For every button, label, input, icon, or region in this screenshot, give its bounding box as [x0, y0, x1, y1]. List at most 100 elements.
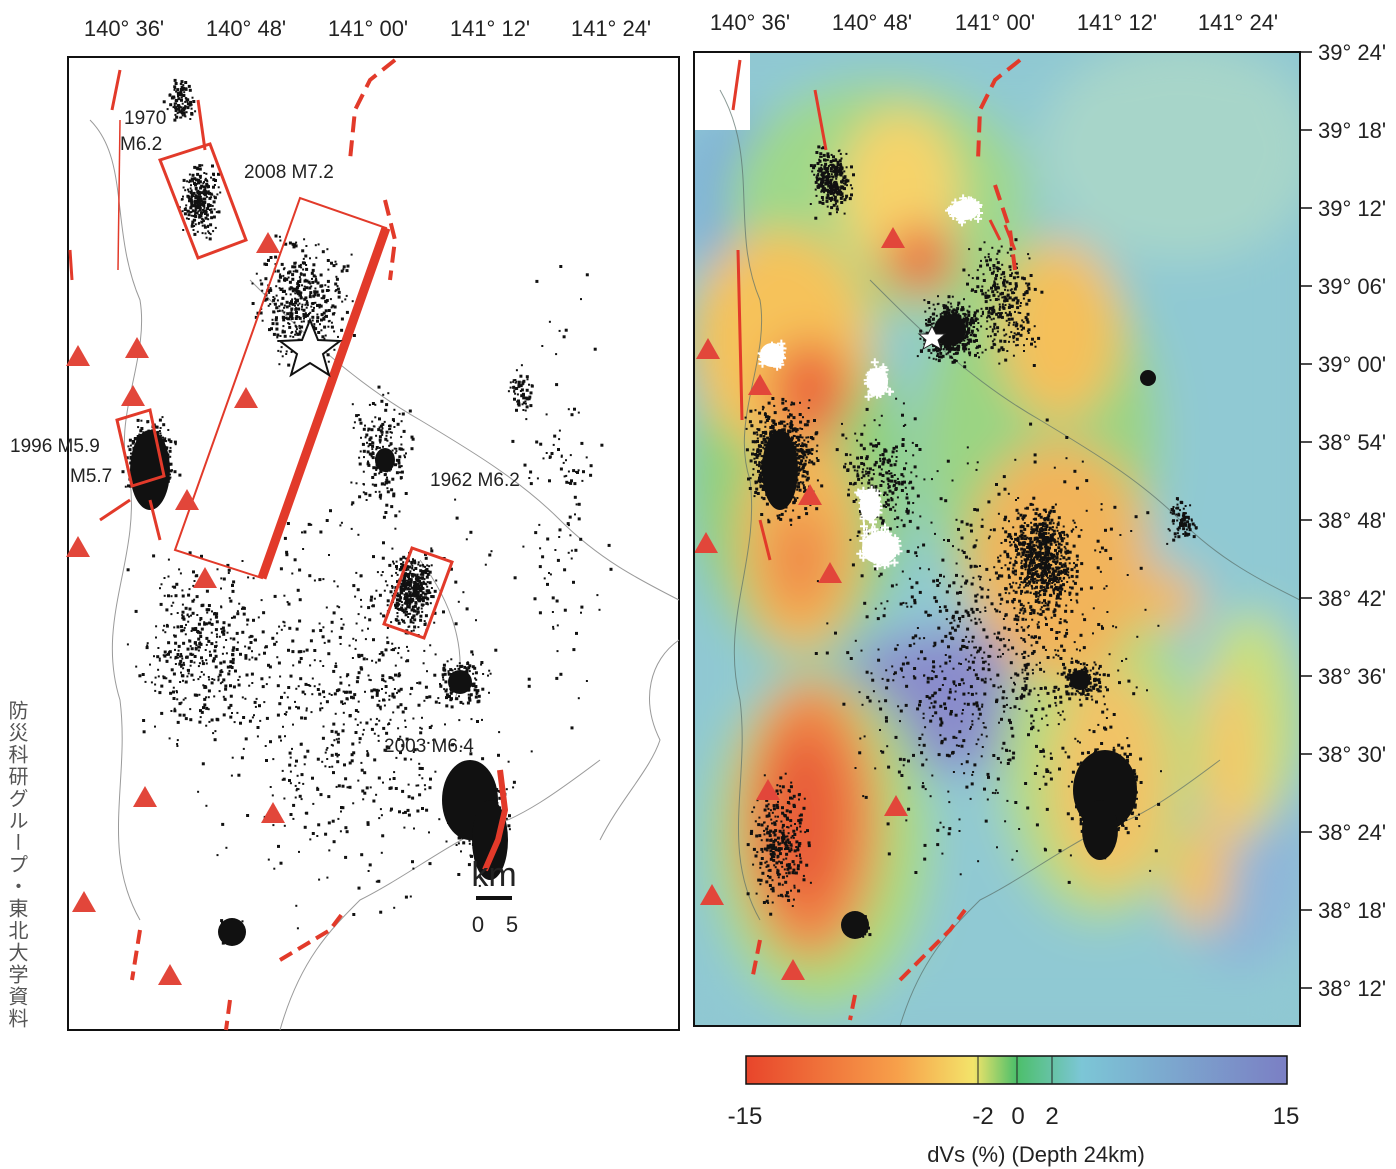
quake-dot [530, 750, 533, 753]
quake-dot [764, 421, 767, 424]
quake-dot [302, 273, 306, 277]
quake-dot [790, 420, 793, 423]
quake-dot [516, 387, 519, 390]
quake-dot [521, 392, 525, 396]
quake-dot [341, 806, 345, 810]
quake-dot [397, 737, 401, 741]
quake-dot [186, 106, 190, 110]
quake-dot [226, 563, 230, 567]
quake-dot [203, 225, 207, 229]
quake-dot [413, 827, 415, 830]
quake-dot [316, 313, 319, 316]
quake-dot [312, 325, 316, 329]
quake-dot [232, 615, 236, 619]
quake-dot [799, 427, 802, 430]
quake-dot [391, 695, 394, 698]
quake-dot [373, 758, 377, 762]
quake-dot [211, 164, 214, 168]
quake-dot [220, 919, 224, 923]
quake-dot [417, 626, 420, 629]
quake-dot [222, 577, 226, 581]
quake-dot [186, 102, 190, 106]
quake-dot [474, 671, 478, 675]
quake-dot [565, 474, 568, 477]
quake-dot [524, 409, 527, 412]
quake-dot [299, 297, 302, 300]
quake-dot [291, 572, 294, 575]
quake-dot [191, 220, 194, 223]
quake-dot [176, 625, 180, 629]
quake-dot [423, 649, 426, 652]
quake-dot [803, 453, 807, 457]
quake-dot [360, 598, 362, 601]
quake-dot [314, 244, 317, 247]
quake-dot [826, 159, 829, 162]
quake-dot [185, 111, 188, 114]
quake-dot [180, 653, 183, 655]
quake-dot [182, 641, 186, 645]
quake-dot [190, 103, 193, 106]
quake-dot [392, 777, 396, 780]
quake-dot [318, 878, 321, 881]
quake-dot [282, 725, 284, 728]
quake-dot [513, 390, 516, 393]
quake-dot [302, 313, 305, 315]
quake-dot [158, 418, 162, 422]
quake-dot [294, 330, 297, 333]
quake-dot [280, 262, 284, 266]
quake-dot [285, 277, 289, 281]
quake-dot [797, 481, 801, 485]
quake-dot [394, 673, 397, 677]
quake-dot [221, 652, 224, 655]
quake-dot [369, 718, 372, 721]
quake-dot [185, 217, 188, 220]
quake-dot [515, 408, 518, 412]
quake-dot [406, 595, 409, 598]
quake-dot [533, 597, 537, 601]
quake-dot [281, 769, 284, 772]
quake-dot [554, 549, 557, 551]
quake-dot [237, 773, 241, 777]
quake-dot [450, 705, 454, 709]
quake-dot [327, 795, 331, 799]
quake-dot [126, 643, 129, 646]
quake-dot [286, 522, 290, 525]
quake-dot [783, 407, 787, 411]
quake-dot [391, 594, 394, 597]
quake-dot [560, 455, 563, 458]
quake-dot [290, 317, 294, 320]
quake-dot [494, 648, 498, 652]
quake-dot [244, 656, 248, 660]
quake-dot [423, 784, 426, 787]
quake-dot [275, 294, 278, 297]
quake-dot [389, 442, 393, 446]
quake-dot [396, 594, 400, 598]
quake-dot [355, 680, 359, 684]
quake-dot [173, 118, 177, 122]
quake-dot [275, 327, 279, 331]
quake-dot [559, 672, 563, 676]
quake-dot [193, 182, 196, 185]
quake-dot [265, 759, 268, 762]
quake-dot [254, 638, 257, 642]
quake-dot [283, 691, 286, 694]
quake-dot [269, 256, 273, 259]
quake-dot [455, 516, 459, 520]
quake-dot [425, 583, 428, 586]
quake-dot [176, 612, 179, 614]
quake-dot [458, 662, 461, 665]
quake-dot [190, 193, 194, 197]
quake-dot [357, 414, 360, 416]
quake-dot [217, 172, 220, 176]
quake-dot [202, 684, 205, 687]
quake-dot [808, 461, 810, 464]
quake-dot [303, 825, 307, 829]
quake-dot [224, 684, 228, 688]
quake-dot [424, 556, 428, 560]
quake-dot [529, 391, 533, 395]
quake-dot [287, 271, 290, 275]
quake-dot [320, 297, 323, 300]
quake-dot [323, 696, 326, 698]
quake-dot [198, 221, 200, 224]
quake-dot [474, 695, 478, 699]
